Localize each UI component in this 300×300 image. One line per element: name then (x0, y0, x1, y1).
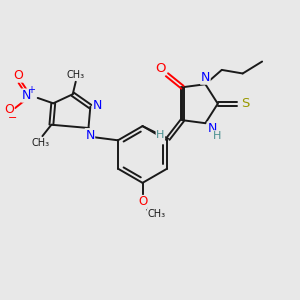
Text: N: N (85, 129, 95, 142)
Text: −: − (8, 113, 17, 123)
Text: CH₃: CH₃ (147, 209, 165, 219)
Text: N: N (207, 122, 217, 135)
Text: H: H (156, 130, 165, 140)
Text: O: O (138, 196, 147, 208)
Text: +: + (27, 85, 35, 94)
Text: N: N (201, 71, 210, 84)
Text: N: N (93, 99, 102, 112)
Text: CH₃: CH₃ (67, 70, 85, 80)
Text: N: N (22, 89, 31, 102)
Text: CH₃: CH₃ (32, 138, 50, 148)
Text: O: O (14, 69, 23, 82)
Text: O: O (4, 103, 14, 116)
Text: S: S (241, 97, 249, 110)
Text: O: O (155, 61, 166, 75)
Text: H: H (212, 131, 221, 141)
